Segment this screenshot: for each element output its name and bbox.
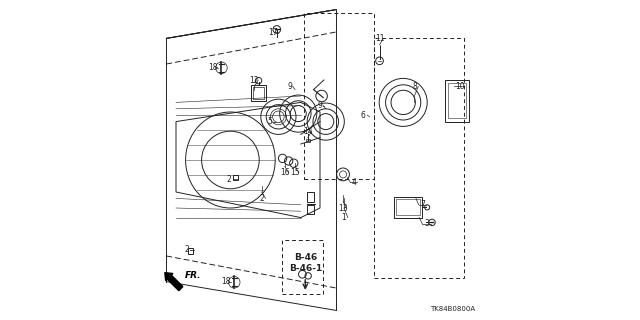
Bar — [307, 205, 314, 214]
Bar — [374, 38, 464, 278]
Text: B-46: B-46 — [294, 253, 317, 262]
Text: 12: 12 — [250, 76, 259, 84]
Bar — [448, 83, 466, 118]
Text: 6: 6 — [361, 111, 365, 120]
Text: 13: 13 — [338, 204, 348, 212]
Bar — [394, 197, 422, 218]
Bar — [251, 85, 266, 101]
Bar — [307, 192, 314, 202]
Text: 2: 2 — [185, 245, 189, 254]
Text: B-46-1: B-46-1 — [289, 264, 322, 273]
Text: 5: 5 — [267, 117, 272, 126]
Bar — [306, 139, 310, 142]
Bar — [396, 199, 420, 215]
Text: 17: 17 — [268, 28, 278, 36]
Text: 16: 16 — [280, 168, 290, 177]
Text: 3: 3 — [425, 220, 429, 228]
Text: TK84B0800A: TK84B0800A — [430, 306, 475, 312]
Text: 18: 18 — [221, 277, 230, 286]
Text: 9: 9 — [287, 82, 292, 91]
Bar — [445, 80, 468, 122]
Text: 1: 1 — [342, 213, 346, 222]
Text: 15: 15 — [290, 168, 300, 177]
Text: 10: 10 — [455, 82, 465, 91]
Text: 18: 18 — [208, 63, 218, 72]
Text: 9: 9 — [317, 101, 323, 110]
Text: 11: 11 — [375, 34, 384, 43]
FancyArrow shape — [165, 273, 183, 291]
Text: FR.: FR. — [185, 271, 202, 280]
Text: 7: 7 — [420, 200, 425, 209]
Text: 8: 8 — [412, 82, 417, 91]
Text: 14: 14 — [303, 127, 313, 136]
Bar — [304, 13, 374, 179]
Text: 2: 2 — [259, 194, 264, 203]
Text: 2: 2 — [227, 175, 231, 184]
Bar — [282, 240, 323, 294]
Bar — [253, 87, 264, 99]
Text: 4: 4 — [351, 178, 356, 187]
